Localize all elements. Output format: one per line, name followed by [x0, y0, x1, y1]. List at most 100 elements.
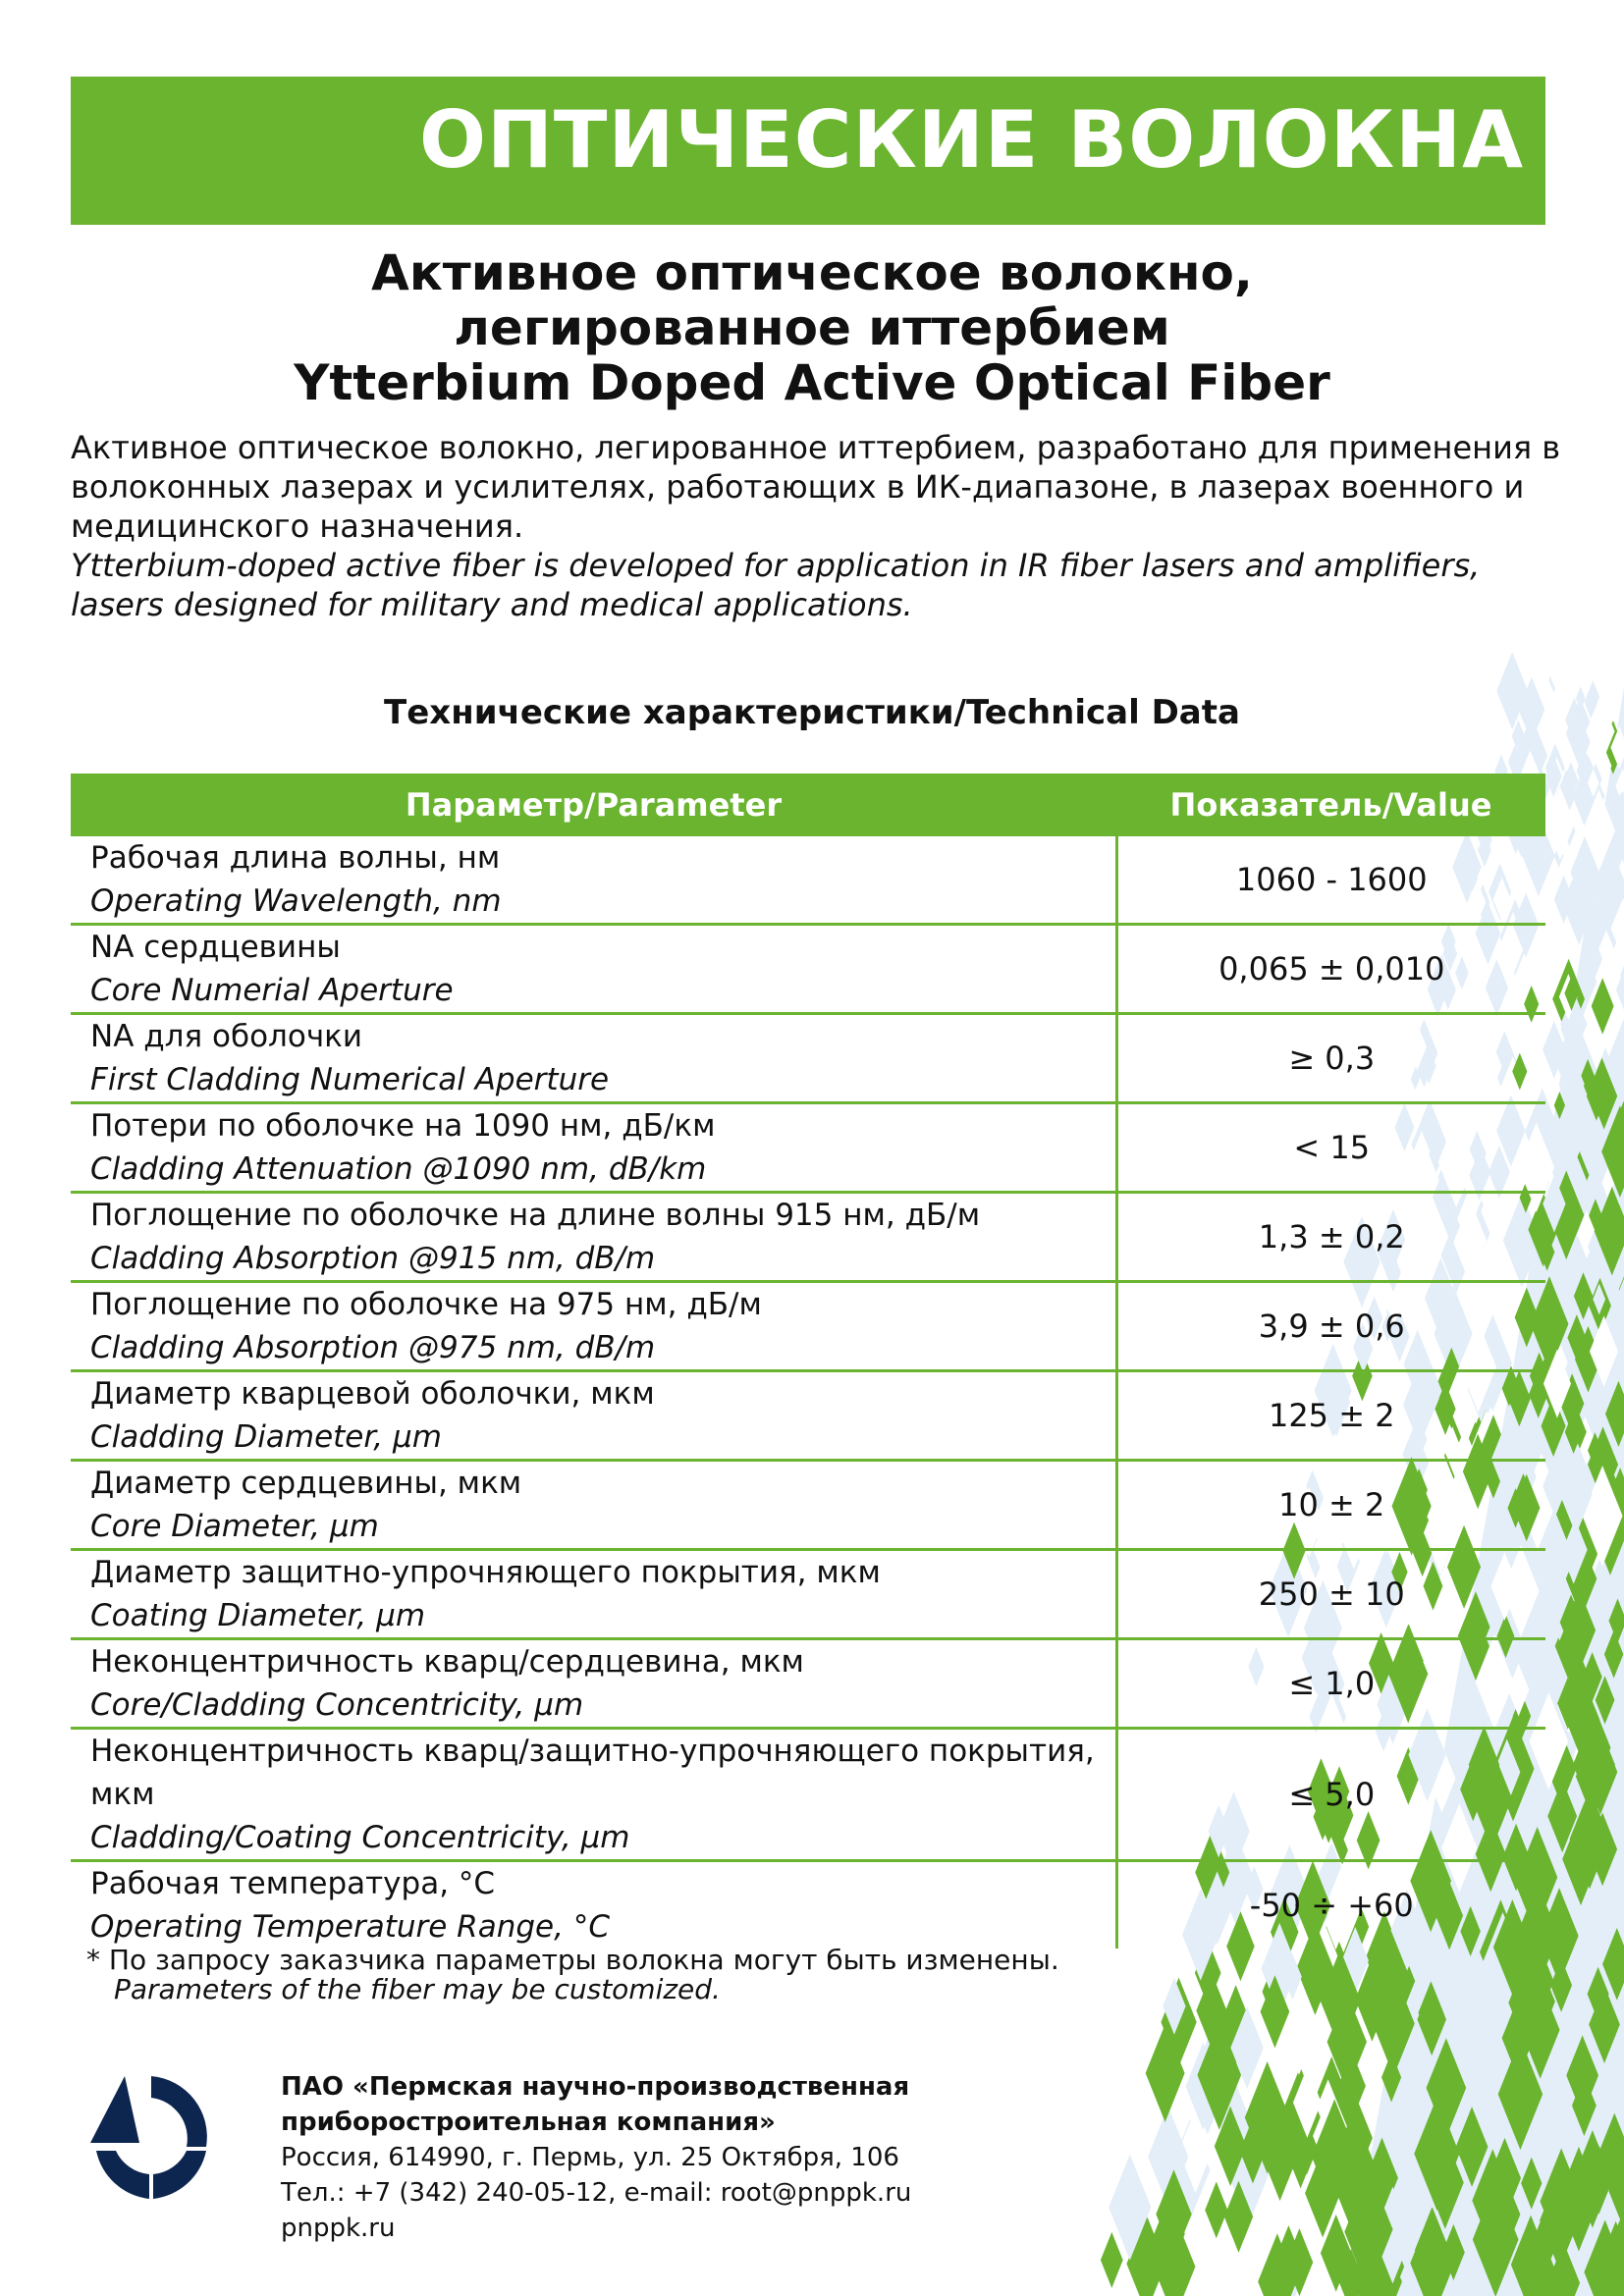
parameter-cell: Поглощение по оболочке на 975 нм, дБ/м Cl…: [71, 1281, 1116, 1372]
parameter-en: Cladding Diameter, µm: [90, 1419, 442, 1455]
parameter-en: Cladding Attenuation @1090 nm, dB/km: [90, 1151, 707, 1187]
pattern-diamond: [1587, 769, 1599, 797]
pattern-diamond: [1577, 1209, 1597, 1259]
pattern-diamond: [1584, 2219, 1624, 2296]
header-parameter: Параметр/Parameter: [71, 774, 1116, 836]
parameter-ru: Потери по оболочке на 1090 нм, дБ/км: [90, 1108, 716, 1144]
pattern-diamond: [1562, 863, 1596, 945]
pattern-diamond: [1532, 1953, 1554, 2008]
parameter-cell: Рабочая длина волны, нм Operating Wavelen…: [71, 836, 1116, 926]
pattern-diamond: [1126, 2215, 1166, 2296]
pattern-diamond: [1156, 2169, 1192, 2260]
pattern-diamond: [1178, 2109, 1213, 2194]
value-cell: < 15: [1114, 1102, 1545, 1194]
pattern-diamond: [1417, 1983, 1446, 2056]
pattern-diamond: [1508, 1953, 1547, 2052]
pattern-diamond: [1490, 698, 1508, 743]
pattern-diamond: [1543, 1557, 1577, 1641]
company-name-1: ПАО «Пермская научно-производственная: [281, 2072, 910, 2102]
pattern-diamond: [1574, 1416, 1596, 1468]
pattern-diamond: [1560, 990, 1588, 1058]
pattern-diamond: [1338, 2249, 1364, 2296]
parameter-en: Operating Wavelength, nm: [90, 883, 502, 919]
parameter-en: Coating Diameter, µm: [90, 1598, 426, 1633]
pattern-diamond: [1582, 1652, 1602, 1702]
pattern-diamond: [1582, 789, 1616, 872]
footnote-en: Parameters of the fiber may be customize…: [114, 1973, 721, 2005]
parameter-ru: Рабочая температура, °C: [90, 1866, 496, 1901]
pattern-diamond: [1573, 1093, 1590, 1133]
pattern-diamond: [1594, 1186, 1624, 1276]
parameter-ru: Диаметр кварцевой оболочки, мкм: [90, 1376, 655, 1412]
parameter-en: Cladding Absorption @975 nm, dB/m: [90, 1330, 656, 1365]
value-cell: 1,3 ± 0,2: [1114, 1192, 1545, 1283]
table-row: Неконцентричность кварц/защитно-упрочняю…: [71, 1728, 1545, 1862]
parameter-en: Core Diameter, µm: [90, 1509, 379, 1544]
value-cell: 1060 - 1600: [1114, 836, 1545, 926]
parameter-ru: Рабочая длина волны, нм: [90, 840, 501, 876]
value-cell: 10 ± 2: [1114, 1460, 1545, 1551]
pattern-diamond: [1544, 786, 1575, 861]
pattern-diamond: [1562, 1028, 1576, 1061]
pattern-diamond: [1109, 2154, 1152, 2261]
pattern-diamond: [1565, 1651, 1594, 1720]
pattern-diamond: [1586, 695, 1615, 768]
pattern-diamond: [1553, 1091, 1566, 1120]
section-title: Технические характеристики/Technical Dat…: [384, 693, 1240, 732]
footnote: * По запросу заказчика параметры волокна…: [86, 1946, 1059, 2004]
pattern-diamond: [1521, 2157, 1543, 2210]
pattern-diamond: [1355, 1956, 1389, 2042]
pattern-diamond: [1518, 676, 1545, 743]
parameter-en: Cladding/Coating Concentricity, µm: [90, 1820, 630, 1855]
table-row: Потери по оболочке на 1090 нм, дБ/км Clad…: [71, 1102, 1545, 1194]
table-row: Диаметр кварцевой оболочки, мкм Cladding …: [71, 1370, 1545, 1462]
pattern-diamond: [1510, 2215, 1551, 2296]
pattern-diamond: [1426, 2038, 1467, 2138]
parameter-en: Operating Temperature Range, °C: [90, 1909, 610, 1945]
pattern-diamond: [1472, 2182, 1519, 2296]
pattern-diamond: [1261, 1922, 1298, 2015]
pattern-diamond: [1214, 2106, 1247, 2187]
pattern-diamond: [1163, 1977, 1186, 2035]
pattern-diamond: [1292, 2066, 1322, 2138]
parameter-cell: Диаметр кварцевой оболочки, мкм Cladding …: [71, 1370, 1116, 1462]
pattern-diamond: [1373, 2186, 1413, 2284]
pattern-diamond: [1549, 1075, 1561, 1102]
pattern-diamond: [1387, 1950, 1410, 2006]
pattern-diamond: [1610, 897, 1624, 959]
title-ru-line-2: легированное иттербием: [454, 299, 1170, 356]
parameter-cell: NA сердцевины Core Numerial Aperture: [71, 924, 1116, 1015]
pattern-diamond: [1530, 1156, 1562, 1235]
pattern-diamond: [1547, 1779, 1578, 1853]
company-site[interactable]: pnppk.ru: [281, 2214, 396, 2243]
parameter-en: Cladding Absorption @915 nm, dB/m: [90, 1241, 656, 1276]
pattern-diamond: [1305, 2149, 1341, 2238]
table-row: NA для оболочки First Cladding Numerical …: [71, 1013, 1545, 1104]
pattern-diamond: [1617, 768, 1624, 794]
pattern-diamond: [1272, 2225, 1304, 2296]
parameter-ru: NA для оболочки: [90, 1019, 363, 1054]
title-ru-line-1: Активное оптическое волокно,: [371, 244, 1253, 301]
table-row: Поглощение по оболочке на длине волны 91…: [71, 1192, 1545, 1283]
table-row: Диаметр защитно-упрочняющего покрытия, м…: [71, 1549, 1545, 1640]
pattern-diamond: [1244, 2061, 1290, 2174]
intro-text: Активное оптическое волокно, легированно…: [71, 428, 1563, 624]
pattern-diamond: [1586, 1057, 1618, 1135]
pattern-diamond: [1605, 1380, 1624, 1447]
pattern-diamond: [1608, 2155, 1624, 2226]
value-cell: ≤ 5,0: [1114, 1728, 1545, 1862]
pattern-diamond: [1223, 2180, 1254, 2253]
parameter-en: First Cladding Numerical Aperture: [90, 1062, 610, 1097]
pattern-diamond: [1540, 1888, 1579, 1984]
table-row: Рабочая длина волны, нм Operating Wavelen…: [71, 836, 1545, 926]
pattern-diamond: [1565, 698, 1595, 769]
pattern-diamond: [1414, 2207, 1449, 2293]
pattern-diamond: [1362, 2191, 1393, 2268]
banner-title: ОПТИЧЕСКИЕ ВОЛОКНА: [418, 94, 1524, 186]
pattern-diamond: [1601, 1105, 1624, 1199]
company-info: ПАО «Пермская научно-производственная пр…: [281, 2069, 911, 2246]
parameter-cell: Диаметр сердцевины, мкм Core Diameter, µm: [71, 1460, 1116, 1551]
pattern-diamond: [1589, 1985, 1620, 2063]
pattern-diamond: [1575, 686, 1586, 711]
parameter-en: Core Numerial Aperture: [90, 973, 454, 1008]
